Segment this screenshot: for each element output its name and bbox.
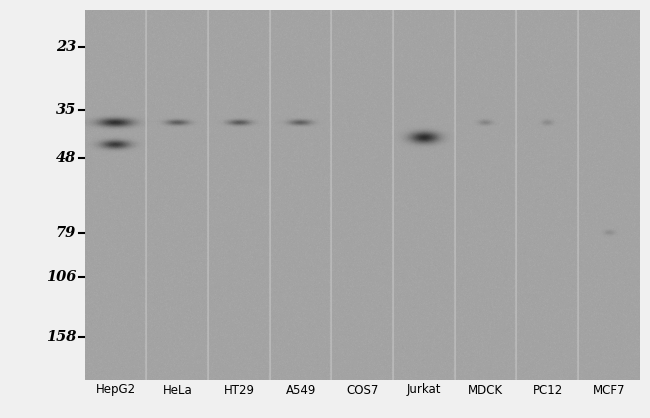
Text: 48: 48 — [56, 151, 76, 165]
Text: 106: 106 — [46, 270, 76, 284]
Text: HT29: HT29 — [224, 383, 255, 397]
Text: COS7: COS7 — [346, 383, 379, 397]
Text: 35: 35 — [56, 103, 76, 117]
Text: MCF7: MCF7 — [593, 383, 625, 397]
Text: A549: A549 — [285, 383, 316, 397]
Text: MDCK: MDCK — [468, 383, 503, 397]
Text: HepG2: HepG2 — [96, 383, 136, 397]
Text: PC12: PC12 — [532, 383, 563, 397]
Text: 23: 23 — [56, 40, 76, 54]
Text: 79: 79 — [56, 226, 76, 240]
Text: 158: 158 — [46, 330, 76, 344]
Text: Jurkat: Jurkat — [407, 383, 441, 397]
Text: HeLa: HeLa — [162, 383, 192, 397]
